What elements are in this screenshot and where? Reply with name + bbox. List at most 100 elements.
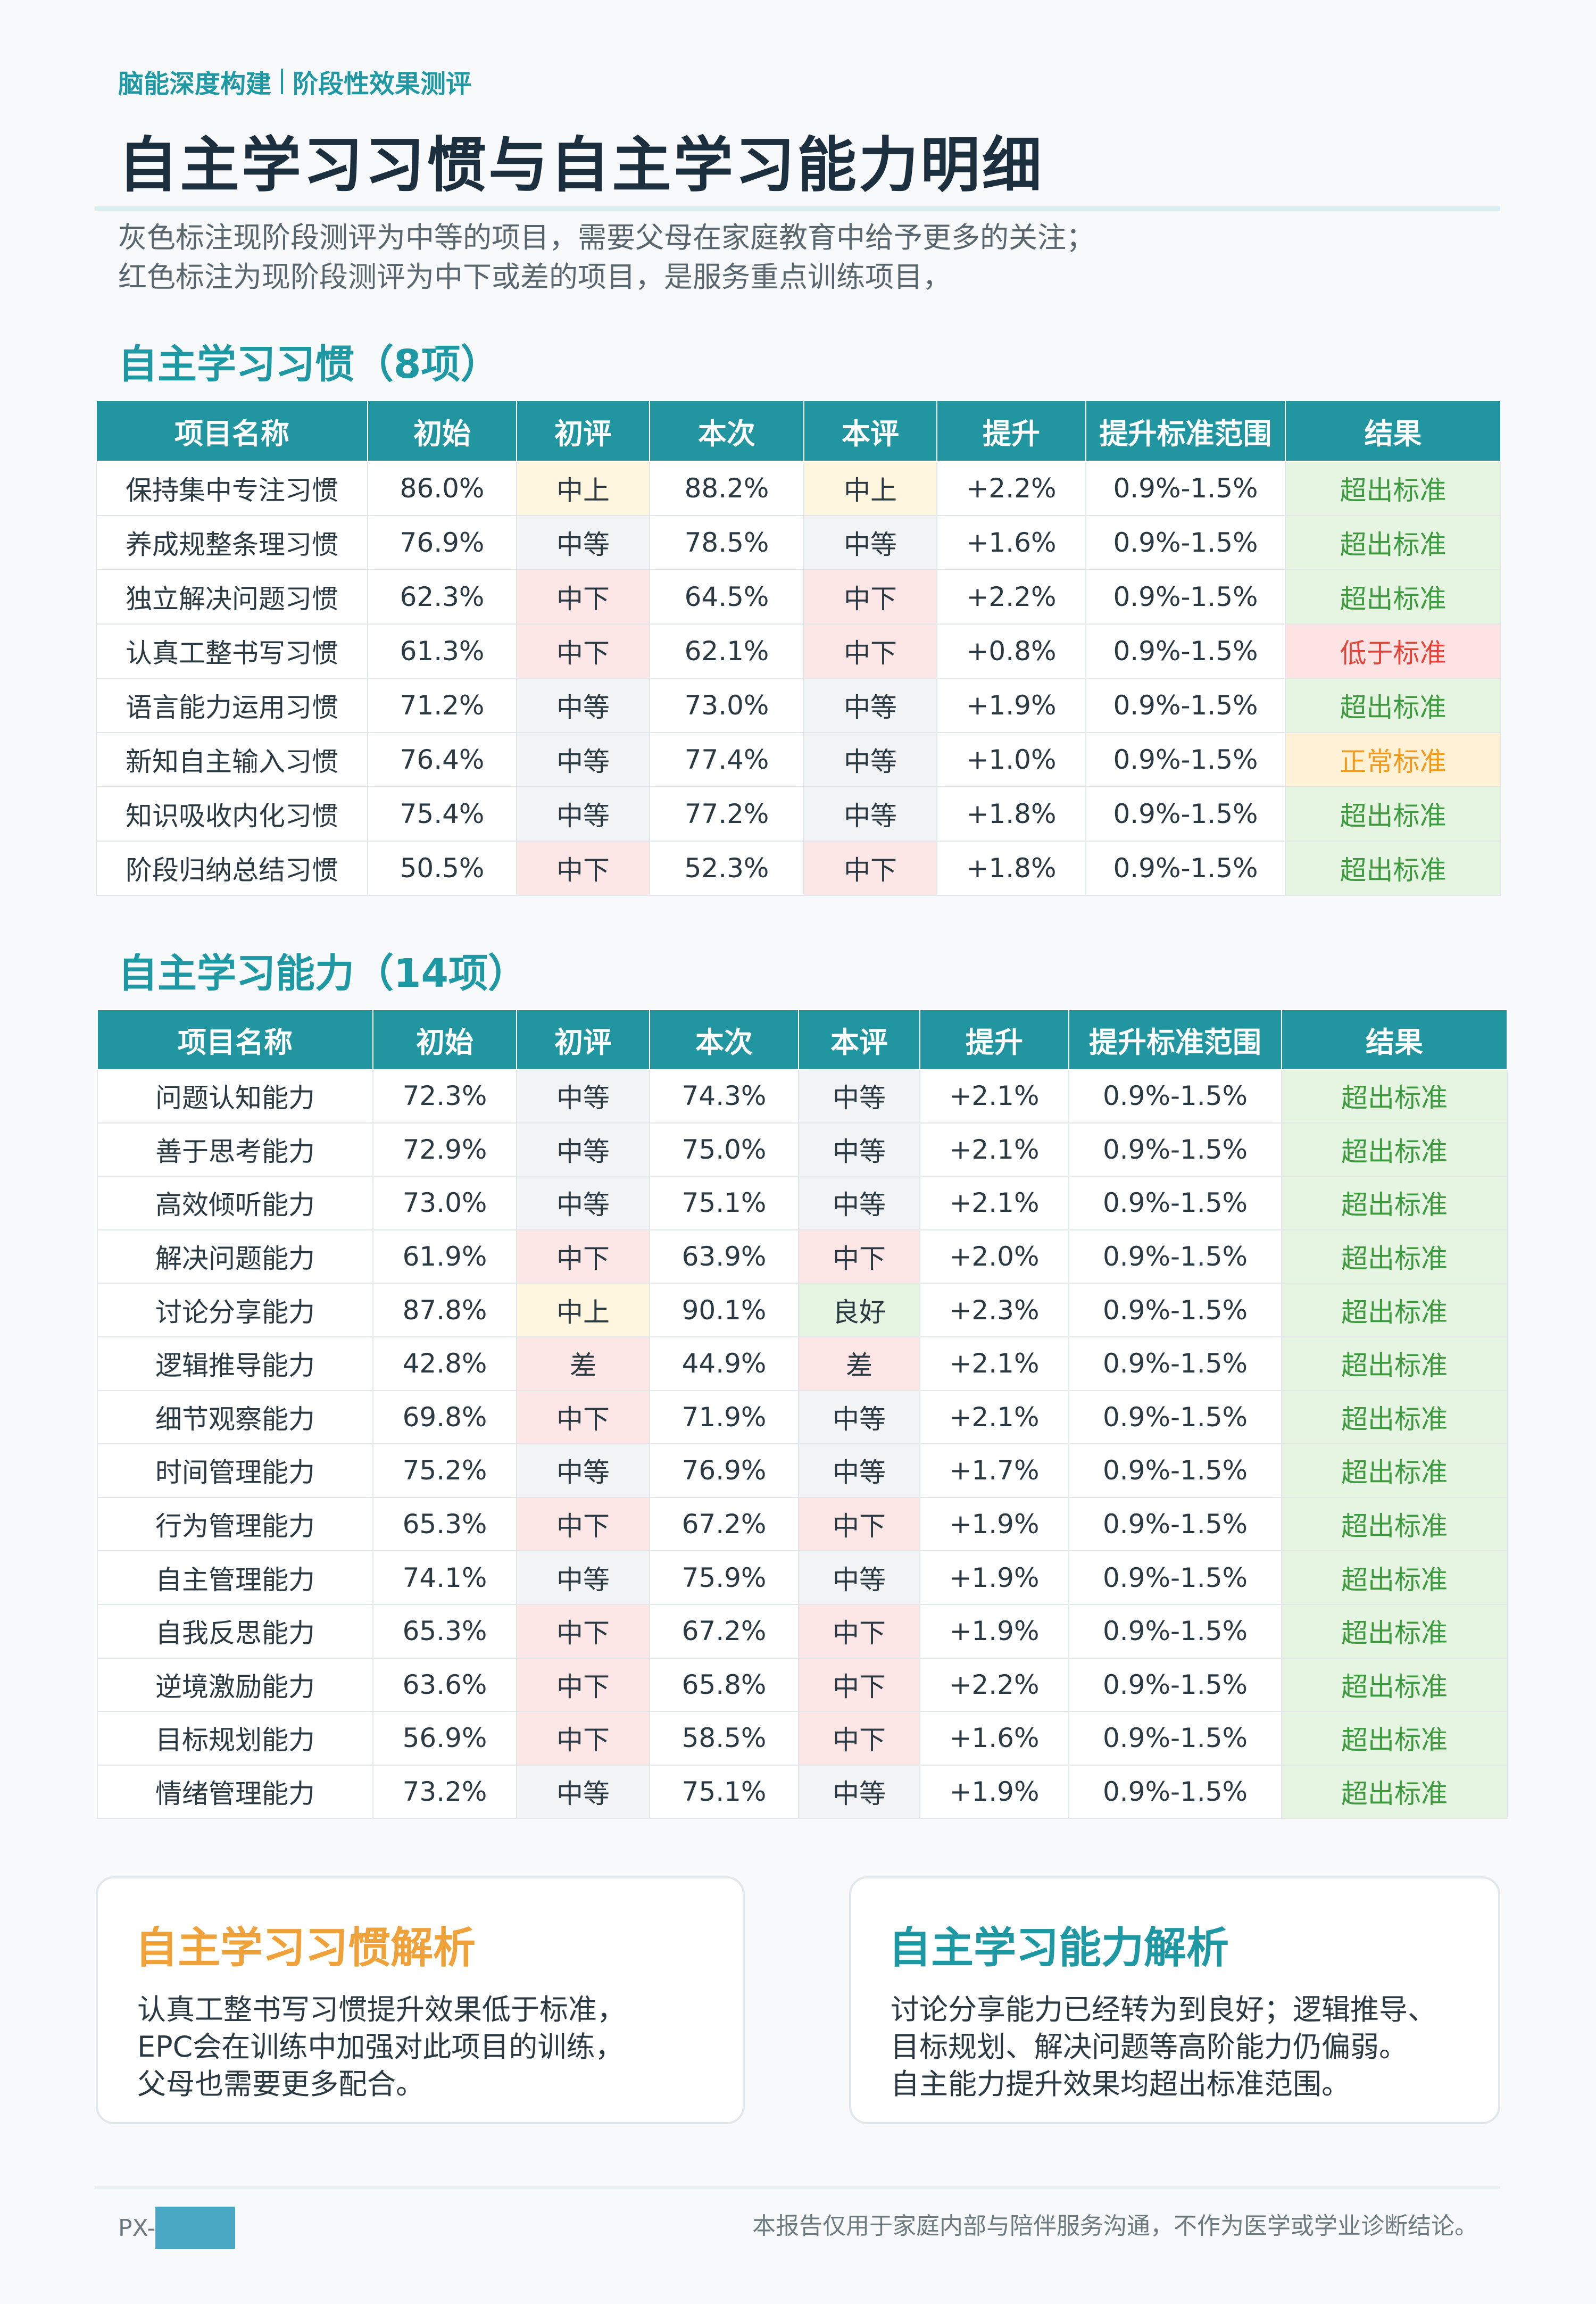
initial-score-cell: 65.3%: [372, 1496, 517, 1552]
result-cell: 超出标准: [1281, 1283, 1508, 1337]
standard-range-cell: 0.9%-1.5%: [1068, 1603, 1282, 1659]
standard-range-cell: 0.9%-1.5%: [1068, 1069, 1282, 1124]
standard-range-cell: 0.9%-1.5%: [1068, 1229, 1282, 1284]
table-row: 语言能力运用习惯 71.2% 中等 73.0% 中等 +1.9% 0.9%-1.5% 超出标准: [96, 678, 1501, 733]
current-score-cell: 58.5%: [649, 1711, 799, 1766]
initial-score-cell: 61.3%: [367, 623, 517, 679]
standard-range-cell: 0.9%-1.5%: [1085, 786, 1286, 842]
initial-score-cell: 72.3%: [372, 1069, 517, 1124]
column-header: 提升: [919, 1009, 1069, 1070]
current-level-cell: 中下: [803, 841, 937, 896]
habits-analysis-line: 父母也需要更多配合。: [137, 2067, 425, 2101]
column-header: 项目名称: [96, 400, 368, 462]
column-header: 本次: [649, 1009, 799, 1070]
current-score-cell: 74.3%: [649, 1069, 799, 1124]
result-cell: 超出标准: [1281, 1069, 1508, 1124]
initial-level-cell: 中等: [516, 1443, 650, 1498]
standard-range-cell: 0.9%-1.5%: [1085, 623, 1286, 679]
abilities-header-row: 项目名称 初始 初评 本次 本评 提升 提升标准范围 结果: [97, 1009, 1508, 1070]
table-row: 自主管理能力 74.1% 中等 75.9% 中等 +1.9% 0.9%-1.5% 超出标准: [97, 1550, 1508, 1605]
improvement-cell: +1.6%: [919, 1711, 1069, 1766]
column-header: 本评: [803, 400, 937, 462]
current-level-cell: 中等: [798, 1764, 920, 1819]
table-row: 目标规划能力 56.9% 中下 58.5% 中下 +1.6% 0.9%-1.5% 超出标准: [97, 1711, 1508, 1766]
current-level-cell: 中下: [798, 1603, 920, 1659]
item-name-cell: 认真工整书写习惯: [96, 623, 368, 679]
current-level-cell: 中上: [803, 461, 937, 516]
current-level-cell: 中等: [798, 1443, 920, 1498]
column-header: 初始: [372, 1009, 517, 1070]
page-number: PX-: [118, 2207, 236, 2249]
initial-level-cell: 中下: [516, 1711, 650, 1766]
initial-score-cell: 69.8%: [372, 1390, 517, 1445]
column-header: 提升标准范围: [1085, 400, 1286, 462]
result-cell: 超出标准: [1281, 1176, 1508, 1230]
initial-level-cell: 中下: [516, 1496, 650, 1552]
table-row: 自我反思能力 65.3% 中下 67.2% 中下 +1.9% 0.9%-1.5% 超出标准: [97, 1603, 1508, 1659]
result-cell: 超出标准: [1281, 1550, 1508, 1605]
abilities-analysis-title: 自主学习能力解析: [888, 1923, 1229, 1973]
standard-range-cell: 0.9%-1.5%: [1085, 841, 1286, 896]
footer-divider: [95, 2186, 1500, 2189]
result-cell: 超出标准: [1281, 1764, 1508, 1819]
item-name-cell: 保持集中专注习惯: [96, 461, 368, 516]
current-level-cell: 中等: [803, 515, 937, 570]
table-row: 行为管理能力 65.3% 中下 67.2% 中下 +1.9% 0.9%-1.5% 超出标准: [97, 1496, 1508, 1552]
column-header: 结果: [1281, 1009, 1508, 1070]
initial-score-cell: 71.2%: [367, 678, 517, 733]
current-score-cell: 77.2%: [649, 786, 804, 842]
standard-range-cell: 0.9%-1.5%: [1068, 1283, 1282, 1337]
initial-score-cell: 73.2%: [372, 1764, 517, 1819]
current-score-cell: 75.1%: [649, 1176, 799, 1230]
initial-score-cell: 86.0%: [367, 461, 517, 516]
initial-level-cell: 中等: [516, 732, 650, 787]
standard-range-cell: 0.9%-1.5%: [1068, 1336, 1282, 1391]
initial-level-cell: 中等: [516, 1764, 650, 1819]
abilities-analysis-card: 自主学习能力解析 讨论分享能力已经转为到良好；逻辑推导、 目标规划、解决问题等高…: [849, 1876, 1500, 2124]
improvement-cell: +1.6%: [936, 515, 1086, 570]
current-score-cell: 75.9%: [649, 1550, 799, 1605]
abilities-analysis-line: 讨论分享能力已经转为到良好；逻辑推导、: [891, 1993, 1436, 2026]
column-header: 提升: [936, 400, 1086, 462]
current-score-cell: 62.1%: [649, 623, 804, 679]
result-cell: 超出标准: [1281, 1229, 1508, 1284]
result-cell: 超出标准: [1281, 1336, 1508, 1391]
result-cell: 正常标准: [1285, 732, 1501, 787]
habits-analysis-title: 自主学习习惯解析: [135, 1923, 476, 1973]
abilities-analysis-line: 目标规划、解决问题等高阶能力仍偏弱。: [891, 2030, 1408, 2064]
item-name-cell: 逆境激励能力: [97, 1657, 373, 1712]
result-cell: 超出标准: [1285, 786, 1501, 842]
current-score-cell: 44.9%: [649, 1336, 799, 1391]
footer-disclaimer: 本报告仅用于家庭内部与陪伴服务沟通，不作为医学或学业诊断结论。: [752, 2212, 1478, 2240]
improvement-cell: +2.1%: [919, 1390, 1069, 1445]
improvement-cell: +2.2%: [936, 461, 1086, 516]
initial-level-cell: 差: [516, 1336, 650, 1391]
result-cell: 超出标准: [1281, 1496, 1508, 1552]
result-cell: 超出标准: [1285, 515, 1501, 570]
current-score-cell: 78.5%: [649, 515, 804, 570]
table-row: 独立解决问题习惯 62.3% 中下 64.5% 中下 +2.2% 0.9%-1.5% 超出标准: [96, 569, 1501, 625]
item-name-cell: 新知自主输入习惯: [96, 732, 368, 787]
table-row: 解决问题能力 61.9% 中下 63.9% 中下 +2.0% 0.9%-1.5% 超出标准: [97, 1229, 1508, 1284]
table-row: 养成规整条理习惯 76.9% 中等 78.5% 中等 +1.6% 0.9%-1.5% 超出标准: [96, 515, 1501, 570]
current-level-cell: 中等: [798, 1122, 920, 1177]
standard-range-cell: 0.9%-1.5%: [1068, 1390, 1282, 1445]
item-name-cell: 细节观察能力: [97, 1390, 373, 1445]
column-header: 本次: [649, 400, 804, 462]
initial-level-cell: 中下: [516, 1390, 650, 1445]
brand-line: 脑能深度构建 阶段性效果测评: [118, 63, 471, 100]
table-row: 问题认知能力 72.3% 中等 74.3% 中等 +2.1% 0.9%-1.5% 超出标准: [97, 1069, 1508, 1124]
standard-range-cell: 0.9%-1.5%: [1085, 678, 1286, 733]
initial-level-cell: 中下: [516, 1229, 650, 1284]
result-cell: 低于标准: [1285, 623, 1501, 679]
initial-level-cell: 中下: [516, 623, 650, 679]
initial-level-cell: 中等: [516, 1069, 650, 1124]
initial-score-cell: 73.0%: [372, 1176, 517, 1230]
current-score-cell: 65.8%: [649, 1657, 799, 1712]
item-name-cell: 讨论分享能力: [97, 1283, 373, 1337]
standard-range-cell: 0.9%-1.5%: [1068, 1764, 1282, 1819]
initial-score-cell: 87.8%: [372, 1283, 517, 1337]
brand-divider: [281, 69, 284, 94]
initial-score-cell: 63.6%: [372, 1657, 517, 1712]
improvement-cell: +1.9%: [919, 1496, 1069, 1552]
